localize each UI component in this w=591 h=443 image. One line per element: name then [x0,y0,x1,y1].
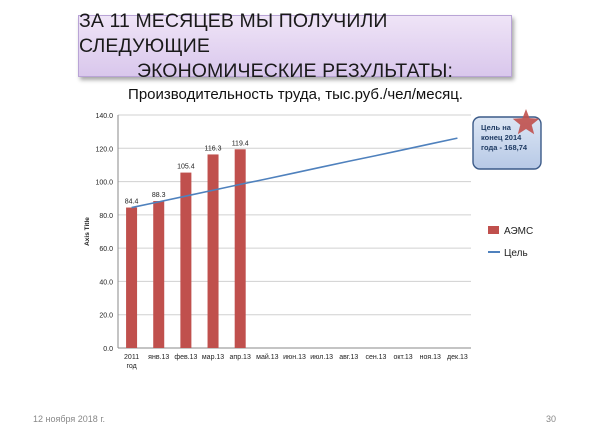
footer-date: 12 ноября 2018 г. [33,414,105,424]
x-tick-label: май.13 [256,353,278,361]
bar-aems [234,149,246,348]
x-tick-label: окт.13 [394,354,413,361]
x-tick-label: сен.13 [365,354,386,361]
y-axis-title: Axis Title [84,217,91,246]
y-tick-label: 0.0 [103,346,113,353]
y-tick-label: 60.0 [99,246,113,253]
x-tick-label: июн.13 [283,354,306,361]
y-tick-label: 140.0 [95,113,113,120]
star-icon [512,109,540,135]
target-callout-text: Цель на [481,123,512,132]
y-tick-label: 20.0 [99,313,113,320]
x-tick-label: 2011 год [124,354,139,370]
x-tick-label: авг.13 [339,354,358,361]
slide-title-line-2: ЭКОНОМИЧЕСКИЕ РЕЗУЛЬТАТЫ: [136,59,454,82]
bar-aems [180,172,192,348]
legend-swatch-aems [488,226,499,234]
y-tick-label: 120.0 [95,146,113,153]
bar-aems [153,201,165,348]
target-line [131,137,458,209]
legend-label-aems: АЭМС [504,226,533,237]
legend-label-target: Цель [504,248,528,259]
target-callout-text: конец 2014 [481,133,522,142]
x-tick-label: апр.13 [230,354,251,361]
y-tick-label: 40.0 [99,279,113,286]
y-tick-label: 80.0 [99,213,113,220]
bar-data-label: 105.4 [177,164,195,171]
slide-title-box: ЗА 11 МЕСЯЦЕВ МЫ ПОЛУЧИЛИ СЛЕДУЮЩИЕ ЭКОН… [78,10,512,82]
bar-aems [207,154,219,348]
bar-data-label: 88.3 [152,192,166,199]
bar-aems [126,207,138,348]
bar-data-label: 84.4 [125,199,139,206]
chart-title: Производительность труда, тыс.руб./чел/м… [128,86,463,103]
bar-data-label: 119.4 [232,140,249,147]
y-tick-label: 100.0 [95,180,113,187]
x-tick-label: мар.13 [202,354,224,361]
x-tick-label: дек.13 [447,354,468,361]
footer-page-number: 30 [546,414,557,424]
x-tick-label: июл.13 [310,354,333,361]
x-tick-label: фев.13 [174,354,197,361]
target-callout-text: года - 168,74 [481,143,528,152]
x-tick-label: янв.13 [148,354,169,361]
bar-data-label: 116.3 [205,145,222,152]
x-tick-label: ноя.13 [420,354,441,361]
slide-title-line-1: ЗА 11 МЕСЯЦЕВ МЫ ПОЛУЧИЛИ СЛЕДУЮЩИЕ [79,9,388,57]
